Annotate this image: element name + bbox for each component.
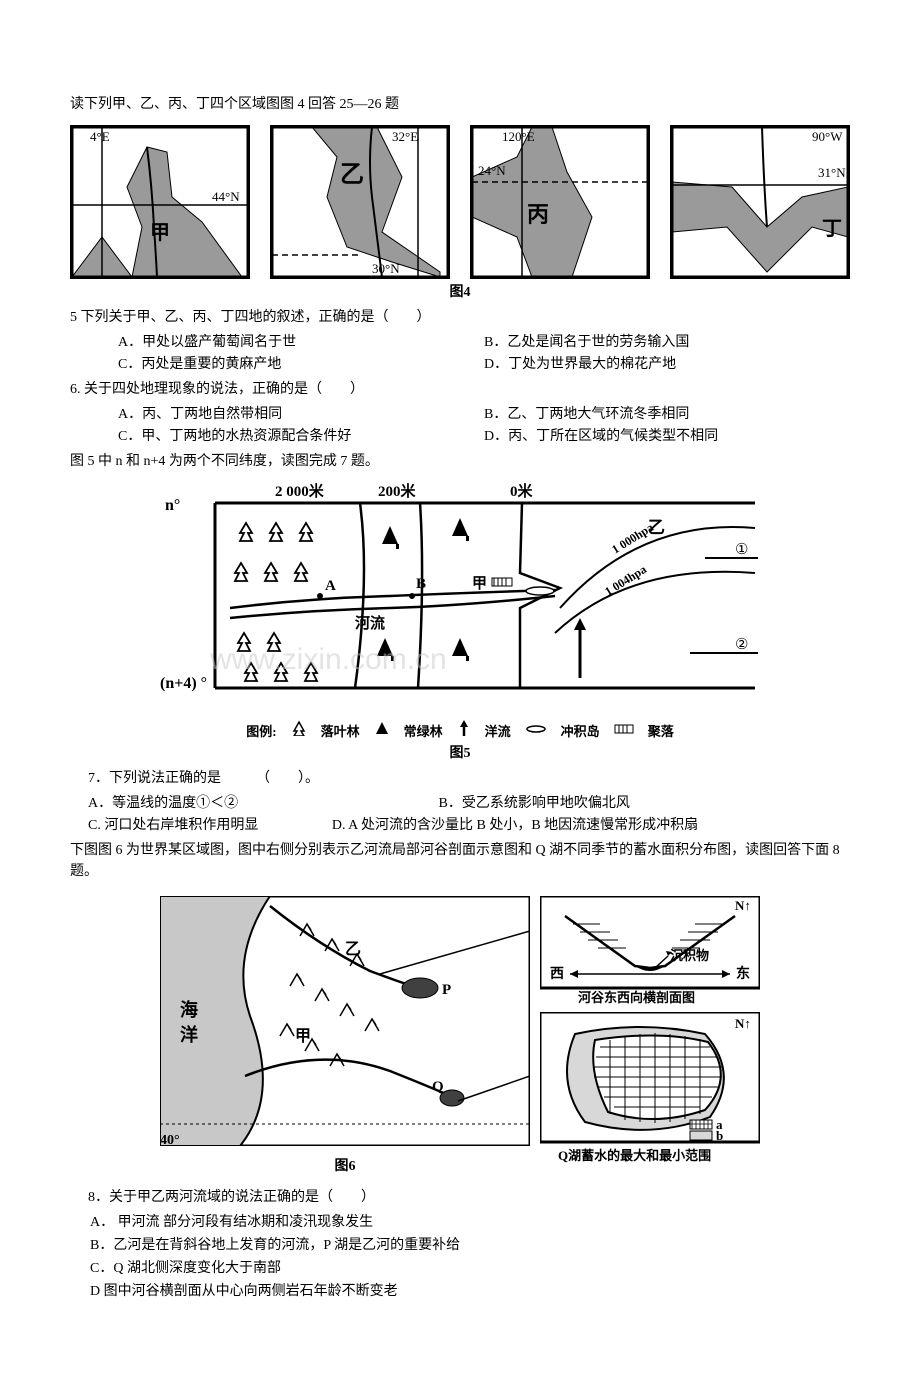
svg-text:甲: 甲 [472, 575, 487, 592]
svg-text:A: A [325, 578, 336, 594]
legend-current-icon [457, 720, 471, 740]
q6-stem: 6. 关于四处地理现象的说法，正确的是（ ） [70, 379, 850, 400]
q6-opt-a: A．丙、丁两地自然带相同 [118, 404, 484, 425]
q5-stem: 5 下列关于甲、乙、丙、丁四地的叙述，正确的是（ ） [70, 307, 850, 328]
q5-opt-d: D．丁处为世界最大的棉花产地 [484, 354, 850, 375]
fig6-caption: 图6 [160, 1155, 530, 1175]
svg-text:24°N: 24°N [478, 163, 506, 178]
q8-opt-d: D 图中河谷横剖面从中心向两侧岩石年龄不断变老 [90, 1281, 850, 1302]
fig6-left: 海 洋 乙 P 甲 [160, 896, 530, 1181]
q7-row1: A．等温线的温度①＜② B．受乙系统影响甲地吹偏北风 [70, 793, 850, 814]
svg-text:丁: 丁 [822, 218, 842, 240]
svg-text:1 004hpa: 1 004hpa [602, 562, 649, 598]
svg-text:乙: 乙 [345, 941, 361, 958]
svg-text:30°N: 30°N [372, 261, 400, 276]
q6-row1: A．丙、丁两地自然带相同 B．乙、丁两地大气环流冬季相同 [70, 404, 850, 425]
q5-opt-b: B．乙处是闻名于世的劳务输入国 [484, 332, 850, 353]
q8-opts: A． 甲河流 部分河段有结冰期和凌汛现象发生 B．乙河是在背斜谷地上发育的河流，… [70, 1212, 850, 1302]
intro-fig4: 读下列甲、乙、丙、丁四个区域图图 4 回答 25—26 题 [70, 94, 850, 115]
fig6-xsec: N↑ 沉积物 西 东 河谷东西向横剖面图 [540, 896, 760, 1006]
svg-text:P: P [442, 982, 451, 998]
svg-text:河流: 河流 [355, 614, 385, 632]
map-panel-ding: 31°N 90°W 丁 [670, 125, 850, 279]
q6-row2: C．甲、丁两地的水热资源配合条件好 D．丙、丁所在区域的气候类型不相同 [70, 426, 850, 447]
svg-text:东: 东 [736, 965, 750, 982]
svg-text:b: b [716, 1128, 723, 1143]
fig6-right: N↑ 沉积物 西 东 河谷东西向横剖面图 N↑ [540, 896, 760, 1181]
svg-text:44°N: 44°N [212, 189, 240, 204]
svg-text:甲: 甲 [295, 1027, 311, 1045]
fig6-qlake: N↑ a b Q湖蓄水的最大和最小范围 [540, 1012, 760, 1170]
map-panel-yi: 32°E 30°N 乙 [270, 125, 450, 279]
q7-opt-d: D. A 处河流的含沙量比 B 处小，B 地因流速慢常形成冲积扇 [332, 815, 850, 836]
q6-opt-b: B．乙、丁两地大气环流冬季相同 [484, 404, 850, 425]
svg-text:32°E: 32°E [392, 129, 418, 144]
map-panel-bing: 24°N 120°E 丙 [470, 125, 650, 279]
fig5-svg: n° (n+4) ° 2 000米 200米 0米 河流 [160, 478, 760, 713]
svg-text:乙: 乙 [340, 162, 364, 188]
svg-text:120°E: 120°E [502, 129, 535, 144]
fig5-caption: 图5 [70, 742, 850, 762]
legend-island-icon [525, 722, 547, 738]
q5-row1: A．甲处以盛产葡萄闻名于世 B．乙处是闻名于世的劳务输入国 [70, 332, 850, 353]
svg-text:(n+4) °: (n+4) ° [160, 675, 207, 692]
intro-fig6: 下图图 6 为世界某区域图，图中右侧分别表示乙河流局部河谷剖面示意图和 Q 湖不… [70, 840, 850, 882]
q7-row2: C. 河口处右岸堆积作用明显 D. A 处河流的含沙量比 B 处小，B 地因流速… [70, 815, 850, 836]
svg-text:洋: 洋 [180, 1024, 198, 1045]
map-panel-jia: 4°E 44°N 甲 [70, 125, 250, 279]
svg-text:Q: Q [432, 1079, 444, 1095]
legend-deciduous-icon [291, 720, 307, 740]
legend-settle-icon [614, 722, 634, 738]
legend-deciduous: 落叶林 [321, 721, 360, 740]
intro-fig5: 图 5 中 n 和 n+4 为两个不同纬度，读图完成 7 题。 [70, 451, 850, 472]
svg-text:Q湖蓄水的最大和最小范围: Q湖蓄水的最大和最小范围 [558, 1148, 711, 1163]
legend-evergreen-icon [374, 720, 390, 740]
fig6-lat: 40° [160, 1133, 180, 1151]
q6-opt-c: C．甲、丁两地的水热资源配合条件好 [118, 426, 484, 447]
svg-text:N↑: N↑ [735, 898, 751, 913]
figure-5: n° (n+4) ° 2 000米 200米 0米 河流 [70, 478, 850, 762]
svg-text:海: 海 [180, 999, 198, 1020]
figure-6: 海 洋 乙 P 甲 [70, 896, 850, 1181]
svg-text:31°N: 31°N [818, 165, 846, 180]
svg-text:N↑: N↑ [735, 1016, 751, 1031]
q8-stem: 8．关于甲乙两河流域的说法正确的是（ ） [70, 1187, 850, 1208]
svg-text:2 000米: 2 000米 [275, 482, 325, 500]
svg-text:丙: 丙 [527, 202, 549, 227]
legend-island: 冲积岛 [561, 721, 600, 740]
fig5-legend: 图例: 落叶林 常绿林 洋流 冲积岛 聚落 [70, 720, 850, 740]
svg-text:①: ① [735, 542, 748, 558]
q5-row2: C．丙处是重要的黄麻产地 D．丁处为世界最大的棉花产地 [70, 354, 850, 375]
svg-text:B: B [416, 576, 426, 592]
q8-opt-a: A． 甲河流 部分河段有结冰期和凌汛现象发生 [90, 1212, 850, 1233]
q8-opt-c: C．Q 湖北侧深度变化大于南部 [90, 1258, 850, 1279]
svg-text:0米: 0米 [510, 482, 534, 500]
q7-opt-a: A．等温线的温度①＜② [88, 793, 439, 814]
svg-text:②: ② [735, 637, 748, 653]
svg-text:西: 西 [550, 966, 564, 982]
svg-text:200米: 200米 [378, 482, 417, 500]
legend-evergreen: 常绿林 [404, 721, 443, 740]
svg-text:沉积物: 沉积物 [670, 948, 709, 963]
legend-current: 洋流 [485, 721, 511, 740]
figure-4: 4°E 44°N 甲 32°E 30°N 乙 24°N 120°E 丙 31°N… [70, 125, 850, 279]
svg-text:4°E: 4°E [90, 129, 110, 144]
svg-text:甲: 甲 [150, 222, 170, 244]
legend-title: 图例: [246, 721, 276, 740]
svg-text:n°: n° [165, 497, 180, 514]
q7-stem: 7．下列说法正确的是 （ ）。 [70, 768, 850, 789]
q5-opt-a: A．甲处以盛产葡萄闻名于世 [118, 332, 484, 353]
svg-text:河谷东西向横剖面图: 河谷东西向横剖面图 [578, 990, 695, 1005]
fig4-caption: 图4 [70, 281, 850, 301]
legend-settle: 聚落 [648, 721, 674, 740]
q7-opt-c: C. 河口处右岸堆积作用明显 [88, 815, 332, 836]
svg-text:90°W: 90°W [812, 129, 843, 144]
q6-opt-d: D．丙、丁所在区域的气候类型不相同 [484, 426, 850, 447]
q8-opt-b: B．乙河是在背斜谷地上发育的河流，P 湖是乙河的重要补给 [90, 1235, 850, 1256]
q7-opt-b: B．受乙系统影响甲地吹偏北风 [439, 793, 850, 814]
q5-opt-c: C．丙处是重要的黄麻产地 [118, 354, 484, 375]
